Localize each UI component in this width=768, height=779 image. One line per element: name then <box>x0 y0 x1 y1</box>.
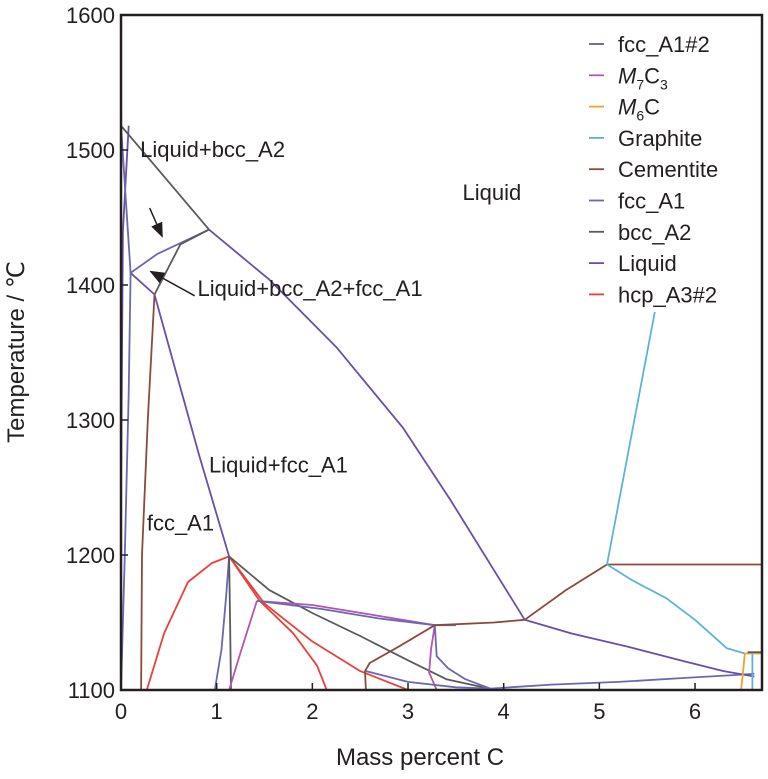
phase-boundary-line-22 <box>490 672 755 690</box>
x-tick-label: 5 <box>593 699 605 724</box>
phase-boundary-line-19 <box>433 625 491 690</box>
x-tick-label: 0 <box>115 699 127 724</box>
legend-label: Cementite <box>618 157 718 182</box>
phase-boundary-line-29 <box>740 653 746 690</box>
region-label: Liquid+bcc_A2+fcc_A1 <box>198 276 423 301</box>
phase-boundary-line-24 <box>524 563 608 621</box>
phase-boundary-line-26 <box>606 311 656 565</box>
y-tick-label: 1500 <box>66 138 115 163</box>
region-label: Liquid+bcc_A2 <box>140 137 285 162</box>
phase-boundary-line-7 <box>121 272 132 690</box>
y-tick-label: 1400 <box>66 273 115 298</box>
tick-layer: 0 1 2 3 4 5 6 1100 1200 1300 1400 1500 1600 <box>66 3 701 724</box>
phase-boundary-line-6 <box>129 272 230 557</box>
y-tick-label: 1100 <box>68 678 115 703</box>
annotation-arrow-2 <box>149 270 196 297</box>
y-tick-label: 1200 <box>66 543 115 568</box>
legend-label: fcc_A1 <box>618 189 685 214</box>
phase-boundary-line-9 <box>145 555 230 690</box>
y-tick-label: 1600 <box>66 3 115 28</box>
phase-boundary-line-3 <box>208 228 526 621</box>
legend-label: fcc_A1#2 <box>618 32 710 57</box>
phase-boundary-line-13 <box>213 556 230 690</box>
phase-boundary-line-8 <box>140 294 156 690</box>
phase-boundary-line-11 <box>228 555 428 690</box>
region-label-layer: Liquid+bcc_A2 Liquid Liquid+bcc_A2+fcc_A1 L… <box>140 137 521 536</box>
series-layer <box>121 125 762 690</box>
arrow-layer <box>149 207 196 297</box>
x-tick-label: 1 <box>211 699 223 724</box>
phase-boundary-line-20 <box>364 618 525 690</box>
phase-boundary-line-10 <box>228 555 328 690</box>
phase-boundary-line-27 <box>606 563 746 655</box>
x-tick-label: 6 <box>689 699 701 724</box>
legend-label: Graphite <box>618 126 702 151</box>
phase-boundary-line-14 <box>228 556 232 690</box>
phase-boundary-line-18 <box>428 625 438 690</box>
region-label: Liquid+fcc_A1 <box>209 453 348 478</box>
phase-boundary-line-12 <box>228 555 490 690</box>
phase-boundary-line-21 <box>365 670 491 690</box>
x-axis-title: Mass percent C <box>336 744 504 771</box>
annotation-arrow-1 <box>149 207 163 238</box>
x-tick-label: 3 <box>402 699 414 724</box>
phase-boundary-line-23 <box>524 618 755 678</box>
legend-label: M6C <box>618 95 660 124</box>
legend-label: hcp_A3#2 <box>618 282 717 307</box>
y-tick-label: 1300 <box>66 408 115 433</box>
y-axis-title: Temperature / ℃ <box>3 261 30 443</box>
region-label: Liquid <box>463 180 522 205</box>
legend-label: Liquid <box>618 251 677 276</box>
legend-label: bcc_A2 <box>618 220 691 245</box>
x-tick-label: 2 <box>306 699 318 724</box>
legend-label: M7C3 <box>618 63 668 92</box>
phase-boundary-line-15 <box>228 600 258 690</box>
phase-boundary-line-16 <box>256 600 435 627</box>
phase-boundary-line-2 <box>121 125 210 231</box>
plot-frame <box>119 13 764 692</box>
region-label: fcc_A1 <box>147 511 214 536</box>
x-tick-label: 4 <box>498 699 510 724</box>
